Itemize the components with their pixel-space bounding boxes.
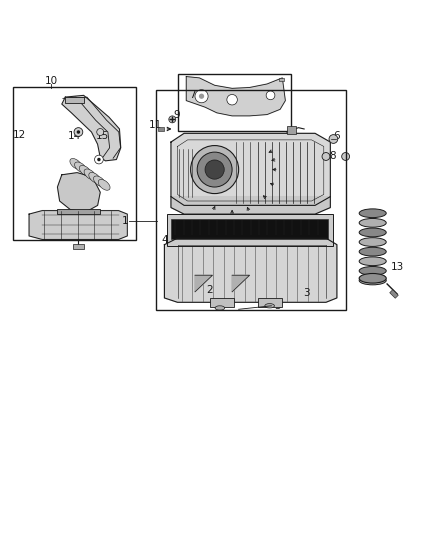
Circle shape xyxy=(191,146,239,193)
Circle shape xyxy=(97,128,104,135)
Text: 3: 3 xyxy=(303,288,310,298)
Text: 7: 7 xyxy=(189,90,195,100)
Text: 12: 12 xyxy=(12,130,26,140)
Bar xyxy=(258,298,283,306)
Bar xyxy=(73,244,84,249)
Ellipse shape xyxy=(359,257,386,265)
Bar xyxy=(65,97,84,103)
Ellipse shape xyxy=(215,306,225,310)
Polygon shape xyxy=(171,197,330,214)
Polygon shape xyxy=(186,77,286,116)
Polygon shape xyxy=(164,238,337,302)
Ellipse shape xyxy=(359,247,386,256)
Text: 11: 11 xyxy=(149,119,162,130)
Text: 14: 14 xyxy=(68,131,81,141)
Text: 4: 4 xyxy=(161,235,168,245)
Polygon shape xyxy=(195,275,212,292)
Bar xyxy=(171,219,328,239)
Ellipse shape xyxy=(359,266,386,275)
Bar xyxy=(166,214,332,246)
Bar xyxy=(210,298,234,306)
Circle shape xyxy=(197,152,232,187)
Bar xyxy=(57,209,100,214)
Text: 15: 15 xyxy=(96,131,110,141)
Polygon shape xyxy=(62,95,121,161)
Text: 6: 6 xyxy=(334,131,340,141)
Circle shape xyxy=(97,158,101,161)
Circle shape xyxy=(342,152,350,160)
Ellipse shape xyxy=(98,180,110,190)
Bar xyxy=(13,87,136,240)
Circle shape xyxy=(266,91,275,100)
Polygon shape xyxy=(57,173,100,212)
Text: 13: 13 xyxy=(391,262,404,271)
Text: 8: 8 xyxy=(329,151,336,161)
Text: 5: 5 xyxy=(275,301,281,311)
Circle shape xyxy=(227,94,237,105)
Polygon shape xyxy=(29,211,127,239)
Circle shape xyxy=(74,128,83,136)
Circle shape xyxy=(205,160,224,179)
Circle shape xyxy=(199,94,204,99)
Bar xyxy=(177,74,291,131)
Polygon shape xyxy=(232,275,250,292)
Ellipse shape xyxy=(89,173,101,183)
Text: 9: 9 xyxy=(174,110,180,119)
Text: 1: 1 xyxy=(122,216,128,225)
Circle shape xyxy=(322,152,330,160)
Ellipse shape xyxy=(84,169,96,180)
Ellipse shape xyxy=(359,238,386,246)
Bar xyxy=(390,289,398,298)
Ellipse shape xyxy=(359,209,386,217)
Circle shape xyxy=(195,90,208,103)
Bar xyxy=(158,127,164,131)
Circle shape xyxy=(95,155,103,164)
Ellipse shape xyxy=(79,165,91,176)
Ellipse shape xyxy=(359,228,386,237)
Ellipse shape xyxy=(265,304,275,308)
Bar xyxy=(287,126,296,134)
Circle shape xyxy=(169,116,176,123)
Ellipse shape xyxy=(359,273,386,283)
Ellipse shape xyxy=(70,158,82,169)
Ellipse shape xyxy=(359,276,386,285)
Polygon shape xyxy=(171,133,330,205)
Bar xyxy=(279,78,285,80)
Circle shape xyxy=(329,135,338,143)
Bar xyxy=(155,90,346,310)
Ellipse shape xyxy=(74,162,86,173)
Ellipse shape xyxy=(94,176,106,187)
Text: 2: 2 xyxy=(206,285,213,295)
Text: 10: 10 xyxy=(44,76,57,86)
Circle shape xyxy=(77,130,80,134)
Ellipse shape xyxy=(359,219,386,227)
